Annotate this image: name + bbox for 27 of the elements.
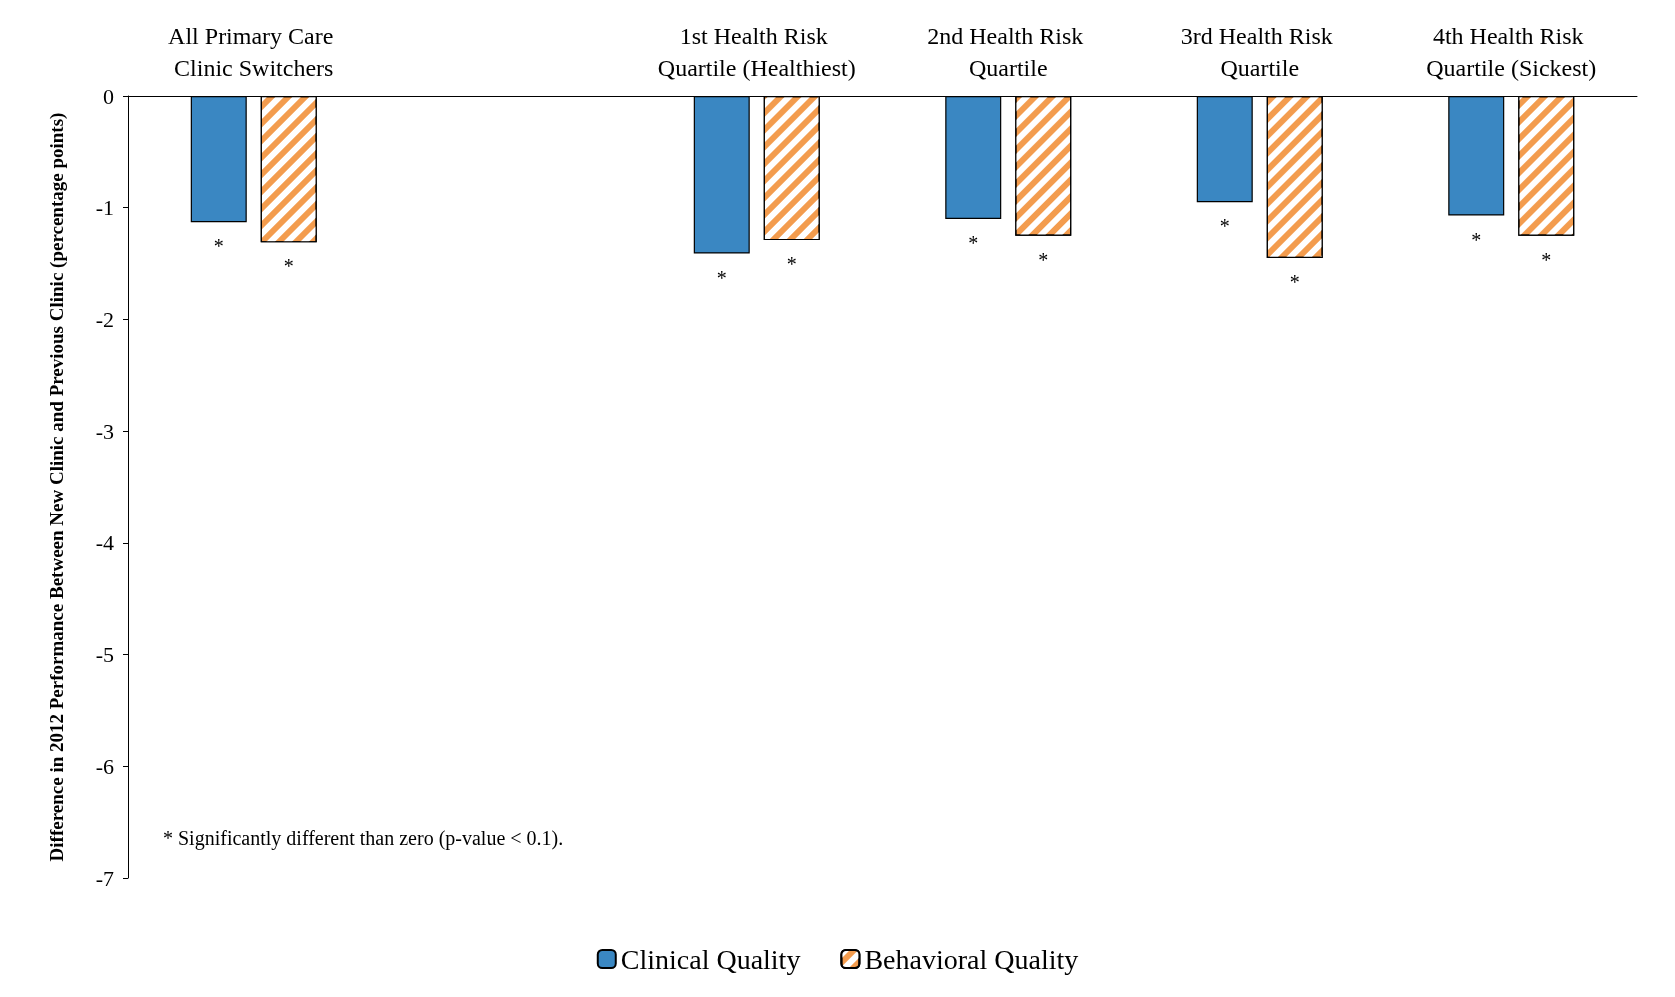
data-label: *	[1219, 215, 1230, 238]
legend-label: Behavioral Quality	[864, 943, 1079, 975]
y-tick-label: -6	[95, 753, 114, 779]
annotation: * Significantly different than zero (p-value < 0.1).	[163, 827, 564, 850]
legend-label: Clinical Quality	[620, 943, 801, 975]
data-label: *	[1471, 228, 1482, 251]
x-tick-label: 3rd Health Risk Quartile	[1180, 23, 1339, 81]
y-tick-label: -3	[95, 418, 114, 444]
data-label: *	[786, 253, 797, 276]
x-tick-label: 2nd Health Risk Quartile	[927, 23, 1090, 81]
x-tick-label: 4th Health Risk Quartile (Sickest)	[1426, 23, 1597, 81]
data-label: *	[213, 235, 224, 258]
data-label: *	[283, 255, 294, 278]
data-label: *	[1038, 248, 1049, 271]
x-tick-label: 1st Health Risk Quartile (Healthiest)	[657, 23, 856, 81]
y-tick-label: -1	[95, 195, 114, 221]
data-label: *	[1289, 270, 1300, 293]
y-axis-title: Difference in 2012 Performance Between New Clinic and Previous Clinic (percentage points)	[45, 112, 68, 862]
data-label: *	[716, 266, 727, 289]
data-label: *	[968, 231, 979, 254]
data-label: *	[1541, 248, 1552, 271]
x-tick-label: All Primary Care Clinic Switchers	[168, 23, 340, 81]
y-tick-label: -4	[95, 530, 114, 556]
y-tick-label: -7	[95, 865, 114, 891]
y-tick-label: -5	[95, 642, 114, 668]
y-tick-label: -2	[95, 306, 114, 332]
y-tick-label: 0	[103, 83, 114, 109]
